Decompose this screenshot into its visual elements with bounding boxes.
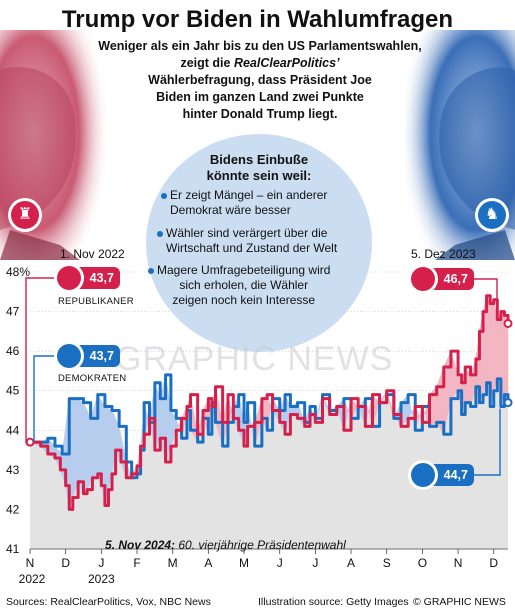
dem-end-marker <box>503 398 513 408</box>
elephant-icon: ♜ <box>8 198 42 232</box>
x-tick-label: S <box>383 556 391 570</box>
x-tick-label: D <box>61 556 70 570</box>
reason-1: Er zeigt Mängel – ein anderer Demokrat w… <box>161 188 327 218</box>
dem-start-badge: 43,7 <box>54 341 120 371</box>
reasons-bubble <box>146 134 372 352</box>
gap-fill <box>79 400 83 492</box>
x-tick-label: M <box>239 556 249 570</box>
x-tick-label: J <box>312 556 318 570</box>
gap-fill <box>505 318 509 403</box>
election-note: 5. Nov 2024: 60. vierjährige Präsidenten… <box>105 538 346 552</box>
gap-fill <box>89 412 93 484</box>
y-tick-label: 43 <box>6 463 20 477</box>
y-tick-label: 48% <box>6 265 30 279</box>
y-tick-label: 41 <box>6 542 20 556</box>
subtitle: Weniger als ein Jahr bis zu den US Parla… <box>98 39 422 121</box>
y-tick-label: 42 <box>6 502 20 516</box>
gap-fill <box>87 411 90 490</box>
rep-end-leader <box>474 278 498 318</box>
bullet-icon <box>157 231 163 237</box>
x-tick-label: D <box>489 556 498 570</box>
x-tick-label: N <box>26 556 35 570</box>
x-tick-label: A <box>347 556 355 570</box>
y-tick-label: 44 <box>6 423 20 437</box>
x-year-label: 2022 <box>19 572 46 586</box>
gap-fill <box>161 382 165 455</box>
sources: Sources: RealClearPolitics, Vox, NBC New… <box>6 596 211 608</box>
gap-fill <box>158 392 162 445</box>
reason-2: Wähler sind verärgert über die Wirtschaf… <box>157 226 337 256</box>
gap-fill <box>493 299 497 392</box>
x-tick-label: O <box>418 556 427 570</box>
gap-fill <box>72 398 76 498</box>
gap-fill <box>84 405 88 493</box>
reason-3: Magere Umfragebeteiligung wird sich erho… <box>148 263 330 308</box>
elephant-icon <box>408 264 438 294</box>
donkey-icon: ♞ <box>475 198 509 232</box>
page-title: Trump vor Biden in Wahlumfragen <box>61 6 454 33</box>
donkey-icon <box>408 460 438 490</box>
x-year-label: 2023 <box>88 572 115 586</box>
gap-fill <box>170 409 174 446</box>
brand: © GRAPHIC NEWS <box>413 596 506 608</box>
bubble-title: Bidens Einbuße könnte sein weil: <box>206 152 312 183</box>
x-tick-label: N <box>454 556 463 570</box>
rep-end-marker <box>503 318 513 328</box>
rep-start-badge: 43,7 <box>54 263 120 293</box>
bullet-icon <box>161 193 167 199</box>
gap-fill <box>75 398 79 490</box>
bullet-icon <box>148 268 154 274</box>
dem-label: DEMOKRATEN <box>58 373 127 384</box>
dem-start-leader <box>33 355 60 443</box>
gap-fill <box>106 406 110 499</box>
start-date-label: 1. Nov 2022 <box>60 247 125 261</box>
y-tick-label: 45 <box>6 384 20 398</box>
gap-fill <box>495 312 499 388</box>
y-tick-label: 47 <box>6 305 20 319</box>
rep-label: REPUBLIKANER <box>58 296 134 307</box>
elephant-icon <box>54 263 84 293</box>
gap-fill <box>82 401 86 493</box>
y-tick-label: 46 <box>6 344 20 358</box>
illustration-source: Illustration source: Getty Images <box>258 596 409 608</box>
republican-line <box>30 294 510 511</box>
watermark: GRAPHIC NEWS <box>115 340 394 378</box>
gap-fill <box>77 398 81 488</box>
gap-fill <box>91 405 95 479</box>
x-tick-label: F <box>133 556 140 570</box>
donkey-icon <box>54 341 84 371</box>
x-tick-label: A <box>204 556 212 570</box>
gap-fill <box>70 398 74 505</box>
rep-end-badge: 46,7 <box>408 264 474 294</box>
x-tick-label: M <box>168 556 178 570</box>
dem-end-leader <box>474 408 501 476</box>
end-date-label: 5. Dez 2023 <box>411 247 476 261</box>
rep-start-leader <box>25 277 60 443</box>
x-tick-label: J <box>98 556 104 570</box>
x-tick-label: J <box>277 556 283 570</box>
dem-end-badge: 44,7 <box>408 460 474 490</box>
